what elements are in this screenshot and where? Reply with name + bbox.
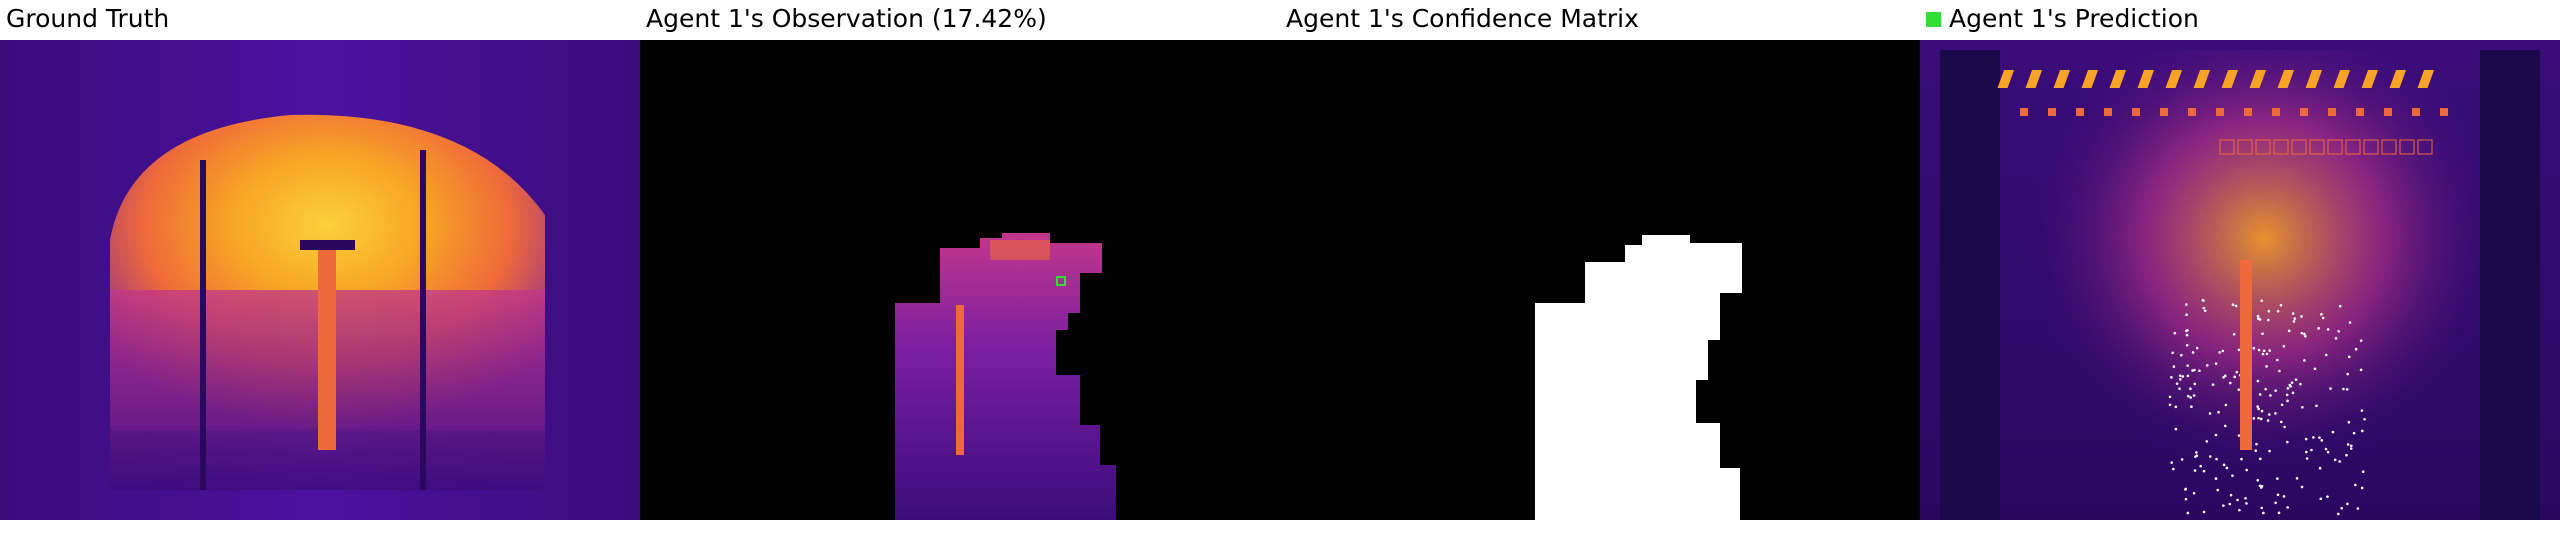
- panel-title: Agent 1's Prediction: [1926, 2, 2199, 36]
- ground-truth-panel: Ground Truth: [0, 0, 640, 560]
- ground-truth-title: Ground Truth: [6, 4, 170, 33]
- confidence-image: [1280, 40, 1920, 520]
- prediction-image: [1920, 40, 2560, 520]
- confidence-panel: Agent 1's Confidence Matrix: [1280, 0, 1920, 560]
- observation-image: [640, 40, 1280, 520]
- legend-swatch: [1926, 11, 1941, 27]
- confidence-title: Agent 1's Confidence Matrix: [1286, 4, 1639, 33]
- ground-truth-image: [0, 40, 640, 520]
- prediction-panel: Agent 1's Prediction: [1920, 0, 2560, 560]
- observation-title: Agent 1's Observation (17.42%): [646, 4, 1047, 33]
- agent-marker: [1056, 276, 1066, 286]
- prediction-title: Agent 1's Prediction: [1949, 4, 2199, 33]
- panel-title: Agent 1's Observation (17.42%): [646, 2, 1047, 36]
- observation-panel: Agent 1's Observation (17.42%): [640, 0, 1280, 560]
- panel-title: Agent 1's Confidence Matrix: [1286, 2, 1639, 36]
- panel-title: Ground Truth: [6, 2, 169, 36]
